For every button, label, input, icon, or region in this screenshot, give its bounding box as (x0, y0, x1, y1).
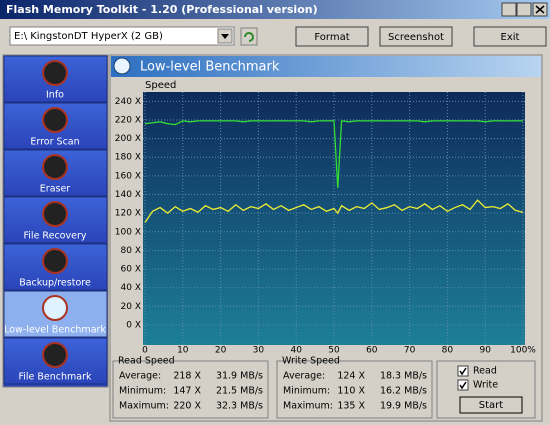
start-button[interactable] (459, 396, 523, 414)
arrow-glyph (221, 34, 229, 39)
stats-box (112, 360, 269, 419)
stat-mbs: 21.5 MB/s (216, 386, 263, 397)
y-tick-label: 180 X (115, 153, 141, 163)
x-tick-label: 80 (442, 346, 454, 356)
x-tick-label: 20 (215, 346, 227, 356)
drive-select[interactable] (9, 26, 235, 46)
x-tick-label: 50 (328, 346, 340, 356)
y-tick-label: 20 X (121, 302, 141, 312)
toolbar-button[interactable] (473, 26, 547, 47)
y-tick-label: 40 X (121, 283, 141, 293)
stat-label: Average: (283, 371, 325, 382)
check-mark (459, 367, 467, 376)
sidebar-icon (42, 295, 68, 321)
sidebar-icon (42, 60, 68, 86)
sidebar-label: File Recovery (24, 231, 87, 242)
sidebar-icon (42, 107, 68, 133)
y-axis-label: Speed (145, 80, 176, 91)
panel-header (111, 56, 541, 77)
sidebar-label: Info (46, 90, 64, 101)
stat-label: Minimum: (119, 386, 166, 397)
y-tick-label: 220 X (115, 115, 141, 125)
sidebar-icon (42, 248, 68, 274)
x-tick-label: 90 (479, 346, 491, 356)
minimize[interactable] (501, 2, 517, 17)
toolbar-button[interactable] (379, 26, 453, 47)
stat-mbs: 32.3 MB/s (216, 401, 263, 412)
stats-title: Write Speed (282, 356, 340, 367)
x-tick-label: 40 (290, 346, 302, 356)
stat-mbs: 19.9 MB/s (380, 401, 427, 412)
window-title: Flash Memory Toolkit - 1.20 (Professiona… (6, 3, 318, 16)
sidebar-label: Backup/restore (19, 278, 91, 289)
y-tick-label: 160 X (115, 171, 141, 181)
stats-title: Read Speed (118, 356, 175, 367)
stat-mbs: 18.3 MB/s (380, 371, 427, 382)
y-tick-label: 80 X (121, 246, 141, 256)
stat-label: Average: (119, 371, 161, 382)
series-line (144, 199, 524, 223)
stat-x: 135 X (337, 401, 365, 412)
series-line (144, 120, 523, 189)
x-tick-label: 70 (404, 346, 416, 356)
sidebar-label: Eraser (40, 184, 71, 195)
y-tick-label: 100 X (115, 227, 141, 237)
stat-x: 220 X (173, 401, 201, 412)
stat-x: 124 X (337, 371, 365, 382)
drive-text: E:\ KingstonDT HyperX (2 GB) (14, 31, 163, 42)
stat-x: 218 X (173, 371, 201, 382)
stat-label: Maximum: (119, 401, 169, 412)
panel-title: Low-level Benchmark (140, 60, 280, 75)
check-mark (459, 381, 467, 390)
stat-x: 110 X (337, 386, 365, 397)
sidebar-icon (42, 154, 68, 180)
checkbox-label: Write (473, 380, 498, 391)
x-tick-label: 100% (510, 346, 536, 356)
y-tick-label: 200 X (115, 134, 141, 144)
y-tick-label: 120 X (115, 209, 141, 219)
stat-mbs: 31.9 MB/s (216, 371, 263, 382)
checkbox-label: Read (473, 366, 497, 377)
y-tick-label: 60 X (121, 265, 141, 275)
y-tick-label: 0 X (126, 321, 141, 331)
x-tick-label: 30 (253, 346, 265, 356)
stat-x: 147 X (173, 386, 201, 397)
title-bar (0, 0, 550, 19)
x-tick-label: 10 (177, 346, 189, 356)
sidebar-label: Low-level Benchmark (4, 325, 106, 336)
sidebar-label: File Benchmark (18, 372, 92, 383)
y-tick-label: 240 X (115, 97, 141, 107)
start-label: Start (479, 400, 504, 411)
x-tick-label: 60 (366, 346, 378, 356)
sidebar-icon (42, 342, 68, 368)
button-label: Format (314, 32, 349, 43)
sidebar-icon (42, 201, 68, 227)
refresh-button[interactable] (240, 27, 258, 46)
stats-box (276, 360, 433, 419)
checkbox[interactable] (457, 365, 469, 377)
x-tick-label: 0 (142, 346, 148, 356)
refresh-icon (244, 32, 254, 42)
toolbar-button[interactable] (295, 26, 369, 47)
stat-label: Maximum: (283, 401, 333, 412)
close-x (535, 5, 545, 14)
stat-mbs: 16.2 MB/s (380, 386, 427, 397)
button-label: Exit (501, 32, 520, 43)
y-tick-label: 140 X (115, 190, 141, 200)
button-label: Screenshot (388, 32, 444, 43)
options-box (436, 360, 536, 419)
sidebar-label: Error Scan (30, 137, 79, 148)
maximize[interactable] (516, 2, 532, 17)
window-controls[interactable] (501, 2, 548, 17)
stat-label: Minimum: (283, 386, 330, 397)
panel-icon (113, 57, 131, 75)
checkbox[interactable] (457, 379, 469, 391)
